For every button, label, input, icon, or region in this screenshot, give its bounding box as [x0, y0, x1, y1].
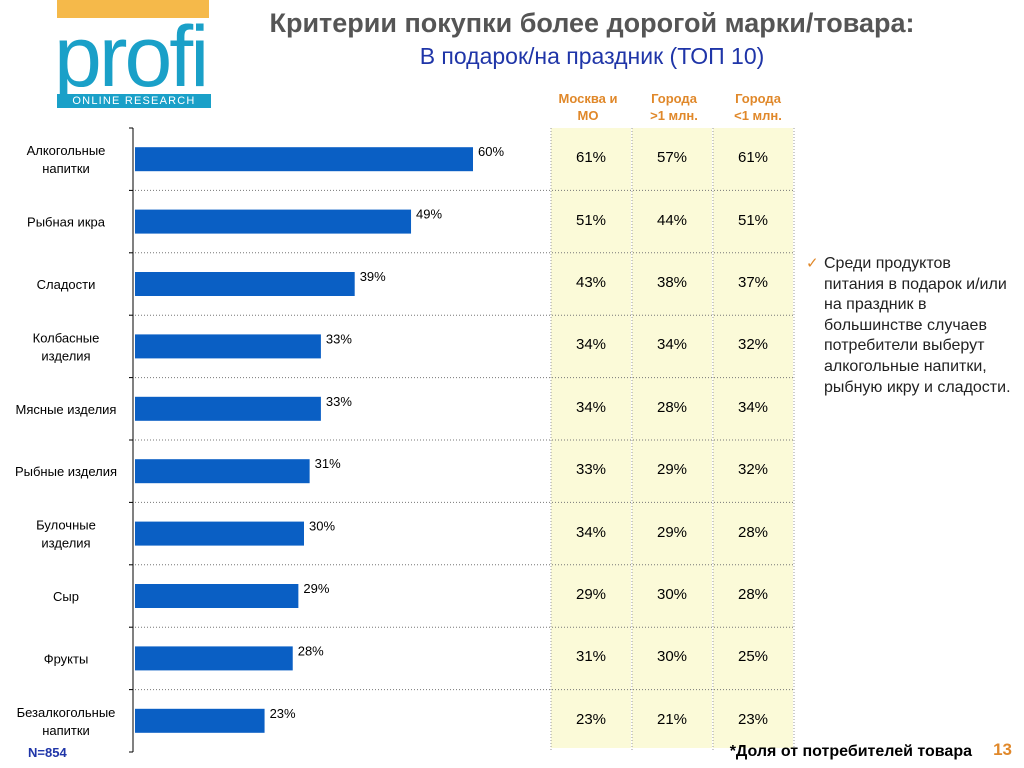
table-cell: 37% [737, 274, 769, 291]
table-column-bg-big-cities [632, 128, 712, 748]
table-cell: 51% [737, 211, 769, 229]
table-cell: 21% [656, 710, 688, 728]
table-column-bg-moscow [551, 128, 631, 748]
category-label: Колбасные [33, 330, 100, 345]
bar-value-label: 33% [326, 331, 352, 346]
table-cell: 30% [656, 648, 688, 666]
logo-wordmark: profi [54, 9, 209, 105]
bar-value-label: 60% [478, 144, 504, 159]
table-cell: 29% [656, 523, 688, 541]
bar [135, 147, 473, 172]
category-label: Сыр [53, 589, 79, 604]
table-cell: 51% [575, 211, 607, 229]
table-cell: 28% [737, 523, 769, 541]
category-label: Рыбные изделия [15, 464, 117, 479]
bar-value-label: 39% [360, 269, 386, 284]
bar [135, 521, 304, 546]
page-subtitle: В подарок/на праздник (ТОП 10) [419, 43, 765, 69]
insight-note: ✓ Среди продуктов питания в подарок и/ил… [806, 254, 1011, 398]
table-cell: 28% [656, 398, 688, 416]
bar-value-label: 30% [309, 519, 335, 534]
bar [135, 396, 321, 421]
sample-size: N=854 [28, 745, 67, 760]
insight-text: Среди продуктов питания в подарок и/или … [824, 255, 1011, 396]
category-label: Булочные [36, 518, 96, 533]
bar [135, 334, 321, 359]
table-cell: 44% [656, 211, 688, 229]
table-cell: 34% [575, 523, 607, 541]
table-cell: 34% [575, 336, 607, 354]
table-cell: 32% [737, 336, 769, 354]
table-cell: 29% [656, 461, 688, 479]
table-cell: 57% [656, 149, 688, 167]
category-label: Безалкогольные [17, 705, 116, 720]
bar [135, 646, 293, 671]
table-cell: 30% [656, 586, 688, 603]
table-column-bg-small-cities [713, 128, 793, 748]
table-cell: 33% [575, 461, 607, 479]
table-cell: 32% [737, 461, 769, 479]
bar [135, 209, 412, 234]
page-title: Критерии покупки более дорогой марки/тов… [269, 8, 915, 38]
table-cell: 25% [737, 648, 769, 666]
bar-value-label: 33% [326, 394, 352, 409]
page-number: 13 [993, 740, 1012, 759]
bar [135, 708, 265, 733]
table-cell: 43% [575, 274, 607, 291]
table-cell: 31% [575, 648, 607, 666]
table-cell: 28% [737, 586, 769, 603]
bar [135, 584, 299, 608]
bar-value-label: 49% [416, 207, 442, 222]
logo-subtitle: ONLINE RESEARCH [57, 94, 211, 108]
bar-value-label: 23% [270, 706, 296, 721]
category-label: Рыбная икра [27, 215, 106, 230]
column-header-moscow: Москва и МО [558, 91, 618, 123]
category-label: Фрукты [44, 651, 89, 666]
category-label: напитки [42, 723, 90, 738]
checkmark-icon: ✓ [806, 255, 819, 272]
category-label: Алкогольные [27, 143, 106, 158]
footnote: *Доля от потребителей товара [729, 743, 972, 760]
category-label: изделия [41, 348, 90, 363]
bar-value-label: 31% [315, 456, 341, 471]
category-label: Мясные изделия [16, 402, 117, 417]
table-cell: 38% [656, 274, 688, 291]
column-header-small-cities: Города <1 млн. [734, 91, 782, 123]
table-cell: 34% [575, 398, 607, 416]
table-cell: 23% [737, 710, 769, 728]
table-cell: 34% [656, 336, 688, 354]
bar-value-label: 28% [298, 643, 324, 658]
bar [135, 272, 355, 296]
column-header-big-cities: Города >1 млн. [650, 91, 698, 123]
table-cell: 29% [575, 586, 607, 603]
table-cell: 61% [737, 149, 769, 167]
bar-value-label: 29% [303, 581, 329, 596]
table-cell: 61% [575, 149, 607, 167]
table-cell: 23% [575, 710, 607, 728]
category-label: Сладости [37, 277, 96, 292]
category-label: изделия [41, 536, 90, 551]
table-cell: 34% [737, 398, 769, 416]
category-label: напитки [42, 161, 90, 176]
bar [135, 459, 310, 484]
logo-top-bar [57, 0, 209, 18]
